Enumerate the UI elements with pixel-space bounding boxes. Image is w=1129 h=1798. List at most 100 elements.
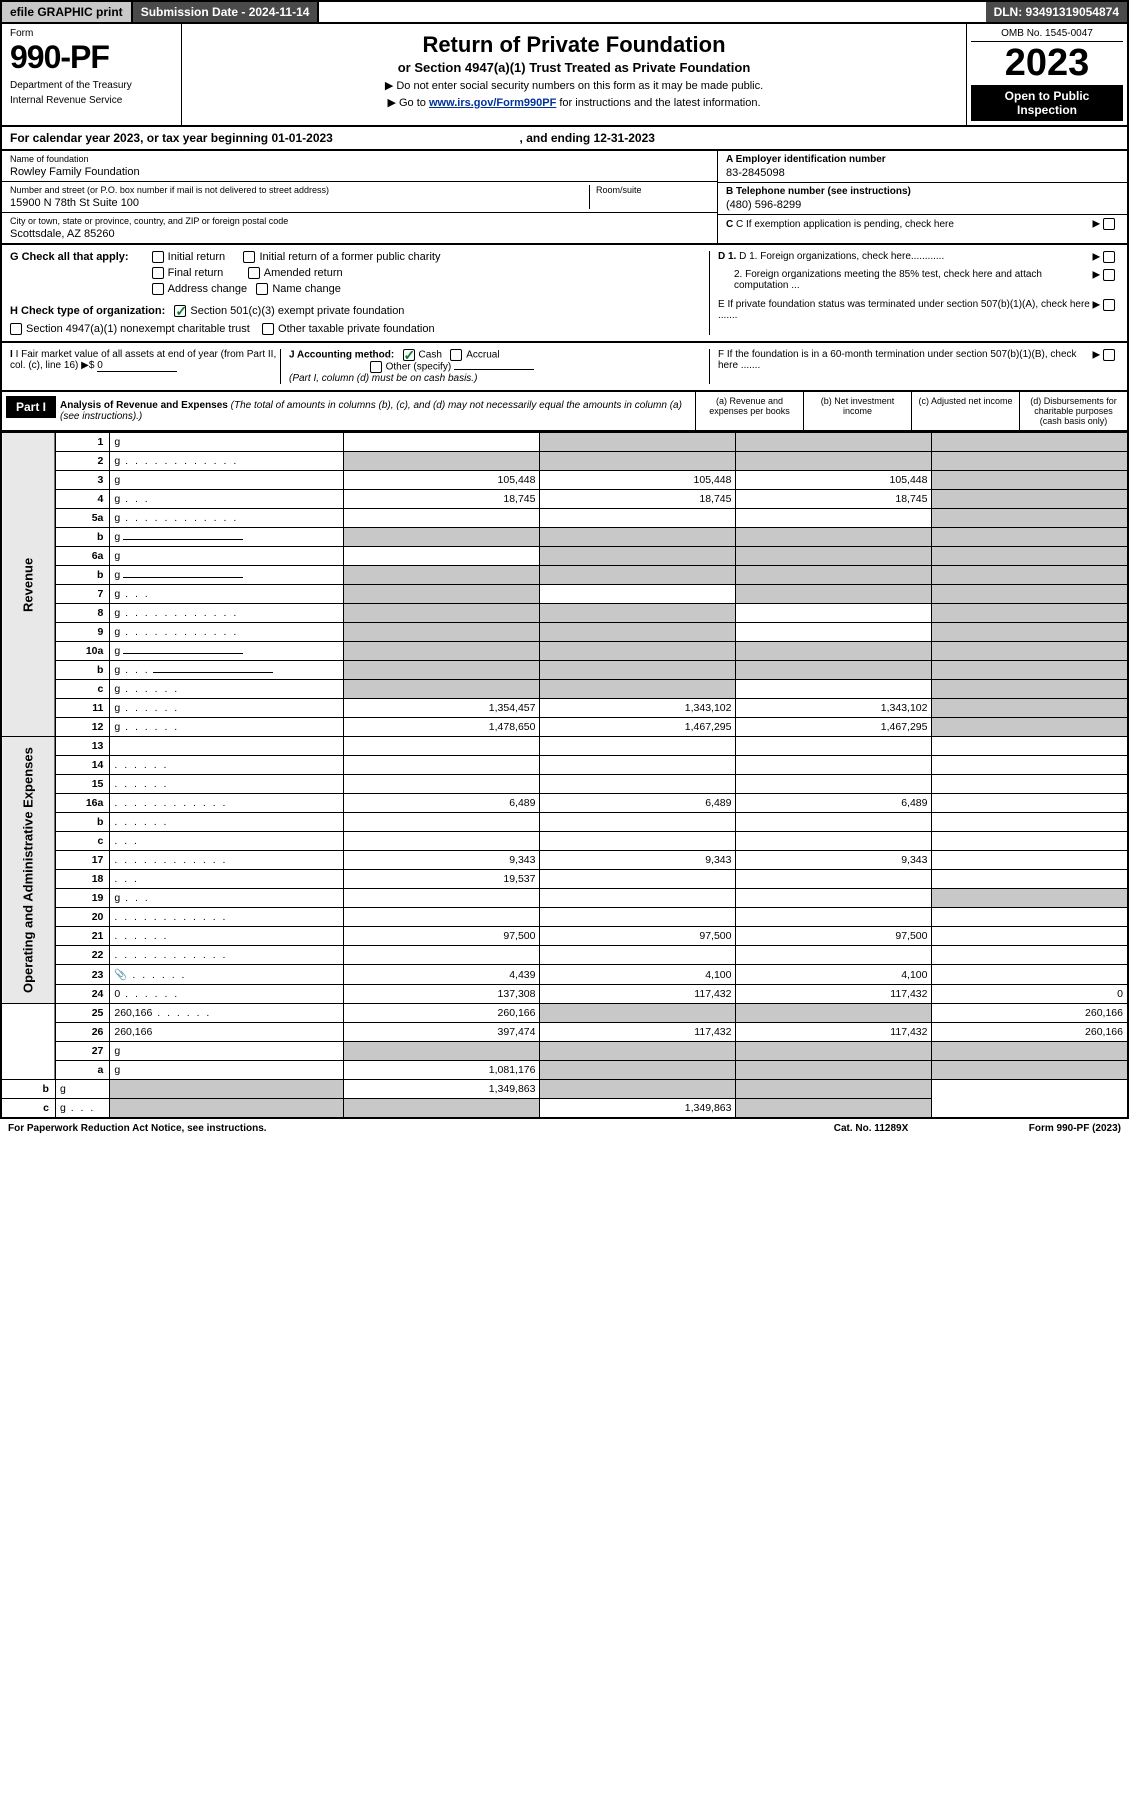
c-checkbox[interactable] <box>1103 218 1115 230</box>
cell-b <box>344 1099 540 1119</box>
cell-a <box>344 604 540 623</box>
omb-number: OMB No. 1545-0047 <box>971 28 1123 42</box>
cell-b <box>540 623 736 642</box>
table-row: 20 <box>1 908 1128 927</box>
cell-b <box>540 585 736 604</box>
cell-b: 1,467,295 <box>540 718 736 737</box>
cell-d <box>932 718 1128 737</box>
cell-a: 260,166 <box>344 1004 540 1023</box>
row-description: 260,166 <box>110 1004 344 1023</box>
row-description <box>110 870 344 889</box>
row-number: 4 <box>55 490 109 509</box>
table-row: 9g <box>1 623 1128 642</box>
cell-d: 260,166 <box>932 1004 1128 1023</box>
cell-c <box>736 908 932 927</box>
g-initial-checkbox[interactable] <box>152 251 164 263</box>
table-row: 19g <box>1 889 1128 908</box>
g-final-checkbox[interactable] <box>152 267 164 279</box>
cell-a <box>344 813 540 832</box>
cat-no: Cat. No. 11289X <box>771 1123 971 1134</box>
table-row: ag1,081,176 <box>1 1061 1128 1080</box>
cell-d <box>932 794 1128 813</box>
cell-a: 1,081,176 <box>344 1061 540 1080</box>
row-description <box>110 832 344 851</box>
cell-d <box>932 433 1128 452</box>
row-description <box>110 737 344 756</box>
e-checkbox[interactable] <box>1103 299 1115 311</box>
cell-b <box>540 1061 736 1080</box>
row-number: 1 <box>55 433 109 452</box>
phone-row: B Telephone number (see instructions) (4… <box>718 183 1127 215</box>
table-row: c <box>1 832 1128 851</box>
cell-b: 6,489 <box>540 794 736 813</box>
cell-b <box>540 604 736 623</box>
cell-d: 260,166 <box>932 1023 1128 1042</box>
form-number: 990-PF <box>10 39 173 76</box>
d1-checkbox[interactable] <box>1103 251 1115 263</box>
i-j-block: I I Fair market value of all assets at e… <box>0 343 1129 392</box>
cell-d <box>932 965 1128 985</box>
cell-a <box>344 528 540 547</box>
cell-d <box>932 813 1128 832</box>
g-amended-checkbox[interactable] <box>248 267 260 279</box>
exemption-row: C C If exemption application is pending,… <box>718 215 1127 233</box>
cell-a: 1,478,650 <box>344 718 540 737</box>
form-header: Form 990-PF Department of the Treasury I… <box>0 24 1129 127</box>
cell-c: 1,349,863 <box>540 1099 736 1119</box>
cell-a <box>344 908 540 927</box>
foundation-name-row: Name of foundation Rowley Family Foundat… <box>2 151 717 182</box>
row-description: g <box>110 642 344 661</box>
table-row: 16a6,4896,4896,489 <box>1 794 1128 813</box>
j-accrual-checkbox[interactable] <box>450 349 462 361</box>
f-checkbox[interactable] <box>1103 349 1115 361</box>
cell-a <box>344 889 540 908</box>
dept-treasury: Department of the Treasury <box>10 80 173 91</box>
cell-d <box>932 851 1128 870</box>
cell-a <box>344 547 540 566</box>
table-row: 2197,50097,50097,500 <box>1 927 1128 946</box>
row-number: b <box>55 566 109 585</box>
cell-c <box>736 433 932 452</box>
g-initial-former-checkbox[interactable] <box>243 251 255 263</box>
cell-a: 9,343 <box>344 851 540 870</box>
form-label: Form <box>10 28 173 39</box>
cell-d <box>932 908 1128 927</box>
cell-a <box>344 585 540 604</box>
row-number: 20 <box>55 908 109 927</box>
g-address-checkbox[interactable] <box>152 283 164 295</box>
row-number: 24 <box>55 985 109 1004</box>
table-row: 23 📎4,4394,1004,100 <box>1 965 1128 985</box>
j-cash-checkbox[interactable] <box>403 349 415 361</box>
h-501c3-checkbox[interactable] <box>174 305 186 317</box>
cell-c: 9,343 <box>736 851 932 870</box>
table-row: 1819,537 <box>1 870 1128 889</box>
cell-d <box>932 775 1128 794</box>
cell-a <box>344 775 540 794</box>
cell-b <box>540 547 736 566</box>
cell-b <box>540 528 736 547</box>
row-number: 7 <box>55 585 109 604</box>
g-name-checkbox[interactable] <box>256 283 268 295</box>
d2-checkbox[interactable] <box>1103 269 1115 281</box>
ssn-note: ▶ Do not enter social security numbers o… <box>190 79 958 92</box>
cell-a <box>344 661 540 680</box>
cell-b: 1,343,102 <box>540 699 736 718</box>
cell-d <box>932 737 1128 756</box>
irs-link[interactable]: www.irs.gov/Form990PF <box>429 97 556 109</box>
cell-c <box>736 889 932 908</box>
cell-d <box>932 946 1128 965</box>
row-description: 260,166 <box>110 1023 344 1042</box>
row-description: g <box>110 699 344 718</box>
cell-d <box>932 1061 1128 1080</box>
row-number: 6a <box>55 547 109 566</box>
cell-c <box>736 832 932 851</box>
expenses-side-label: Operating and Administrative Expenses <box>1 737 55 1004</box>
row-number: c <box>55 680 109 699</box>
j-other-checkbox[interactable] <box>370 361 382 373</box>
cell-b <box>540 433 736 452</box>
row-number: 13 <box>55 737 109 756</box>
h-4947-checkbox[interactable] <box>10 323 22 335</box>
row-description: g <box>110 1061 344 1080</box>
h-other-checkbox[interactable] <box>262 323 274 335</box>
row-number: 25 <box>55 1004 109 1023</box>
